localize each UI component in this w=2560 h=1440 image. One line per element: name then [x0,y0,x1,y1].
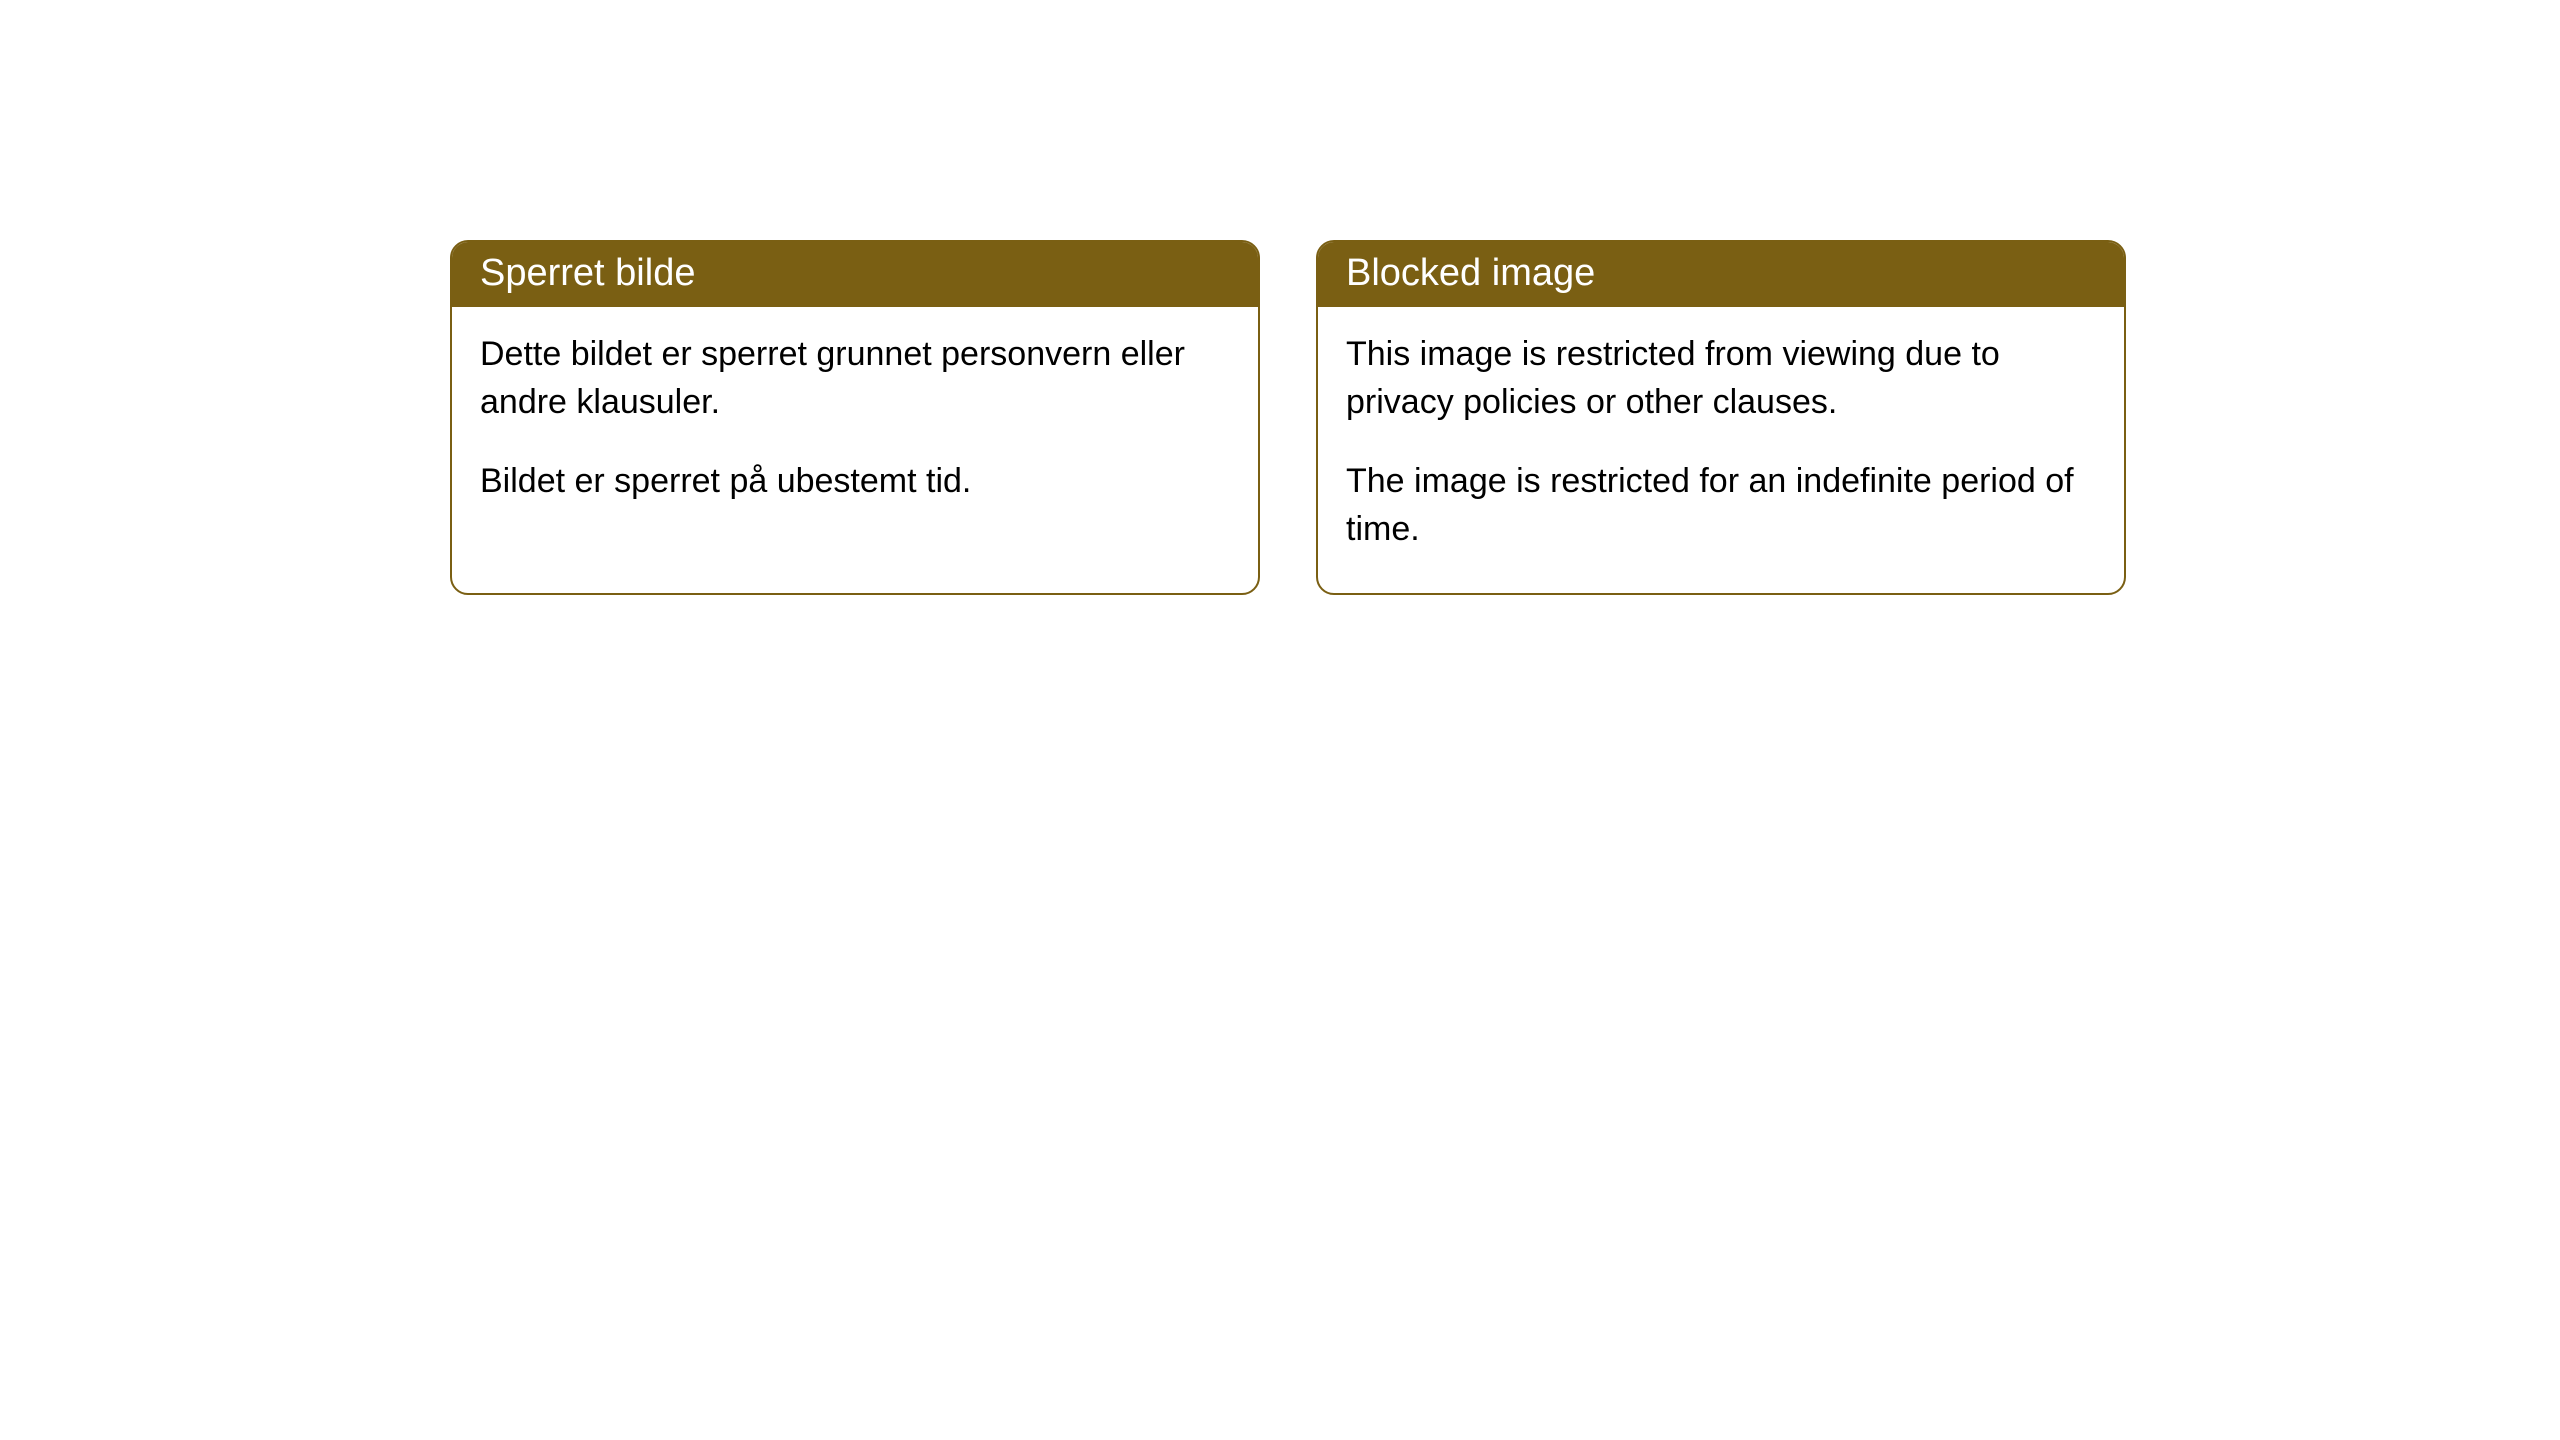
card-paragraph: Dette bildet er sperret grunnet personve… [480,331,1230,426]
card-paragraph: This image is restricted from viewing du… [1346,331,2096,426]
card-header-norwegian: Sperret bilde [452,242,1258,307]
card-body-english: This image is restricted from viewing du… [1318,307,2124,593]
card-body-norwegian: Dette bildet er sperret grunnet personve… [452,307,1258,546]
card-paragraph: Bildet er sperret på ubestemt tid. [480,458,1230,506]
notice-card-english: Blocked image This image is restricted f… [1316,240,2126,595]
card-paragraph: The image is restricted for an indefinit… [1346,458,2096,553]
card-header-english: Blocked image [1318,242,2124,307]
notice-card-norwegian: Sperret bilde Dette bildet er sperret gr… [450,240,1260,595]
notice-cards-container: Sperret bilde Dette bildet er sperret gr… [450,240,2126,595]
